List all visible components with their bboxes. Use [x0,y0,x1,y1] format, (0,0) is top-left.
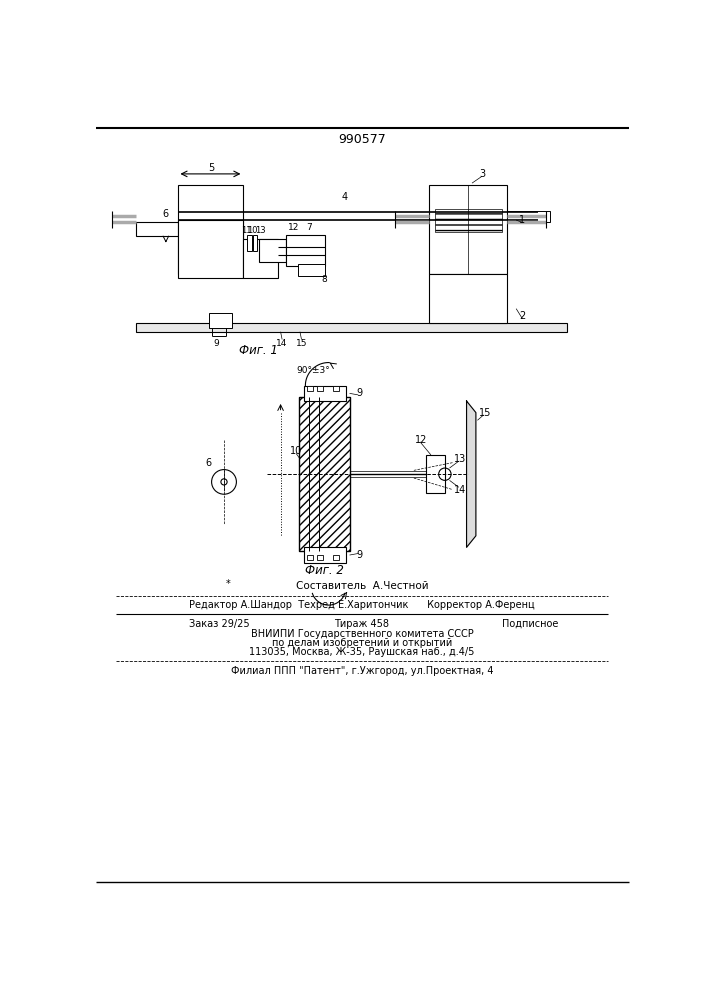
Bar [307,386,313,391]
Text: Тираж 458: Тираж 458 [334,619,390,629]
Text: *: * [226,579,230,589]
Bar [177,185,243,274]
Text: 13: 13 [455,454,467,464]
Bar [136,222,177,235]
Polygon shape [467,401,476,547]
Bar [317,386,323,391]
Text: 14: 14 [276,339,288,348]
Bar [243,239,279,278]
Bar [317,555,323,560]
Text: 10: 10 [290,446,302,456]
Text: 7: 7 [306,223,312,232]
Text: 14: 14 [455,485,467,495]
Text: 11: 11 [241,226,252,235]
Text: 90°±3°: 90°±3° [296,366,330,375]
Text: Фиг. 2: Фиг. 2 [305,564,344,577]
Bar [286,235,325,266]
Text: 12: 12 [416,435,428,445]
Bar [259,239,286,262]
Text: 9: 9 [214,339,219,348]
Text: 13: 13 [255,226,266,235]
Bar [304,547,346,563]
Text: 4: 4 [341,192,347,202]
Bar [299,397,349,551]
Text: 3: 3 [479,169,485,179]
Bar [426,455,445,493]
Text: 6: 6 [206,458,211,468]
Text: 5: 5 [208,163,214,173]
Text: 2: 2 [519,311,525,321]
Bar [298,264,325,276]
Text: по делам изобретений и открытий: по делам изобретений и открытий [271,638,452,648]
Text: 1: 1 [520,215,525,225]
Bar [429,185,507,274]
Bar [252,235,257,251]
Bar [247,235,252,251]
Text: Составитель  А.Честной: Составитель А.Честной [296,581,428,591]
Text: 15: 15 [296,339,308,348]
Bar [333,386,339,391]
Bar [209,312,232,328]
Text: 990577: 990577 [338,133,386,146]
Text: Подписное: Подписное [502,619,559,629]
Bar [299,397,349,551]
Bar [136,323,566,332]
Text: 12: 12 [288,223,300,232]
Bar [435,209,502,232]
Text: Заказ 29/25: Заказ 29/25 [189,619,250,629]
Text: 10: 10 [247,226,257,235]
Text: ВНИИПИ Государственного комитета СССР: ВНИИПИ Государственного комитета СССР [250,629,473,639]
Text: Филиал ППП "Патент", г.Ужгород, ул.Проектная, 4: Филиал ППП "Патент", г.Ужгород, ул.Проек… [230,666,493,676]
Bar [507,211,549,222]
Text: 15: 15 [479,408,491,418]
Text: Фиг. 1: Фиг. 1 [240,344,279,358]
Text: 6: 6 [163,209,169,219]
Bar [177,220,243,278]
Bar [429,274,507,323]
Text: 113035, Москва, Ж-35, Раушская наб., д.4/5: 113035, Москва, Ж-35, Раушская наб., д.4… [250,647,474,657]
Text: 9: 9 [356,388,363,398]
Text: 9: 9 [356,550,363,560]
Bar [307,555,313,560]
Text: Редактор А.Шандор  Техред Е.Харитончик      Корректор А.Ференц: Редактор А.Шандор Техред Е.Харитончик Ко… [189,600,534,610]
Text: 8: 8 [322,275,327,284]
Bar [304,386,346,401]
Bar [333,555,339,560]
